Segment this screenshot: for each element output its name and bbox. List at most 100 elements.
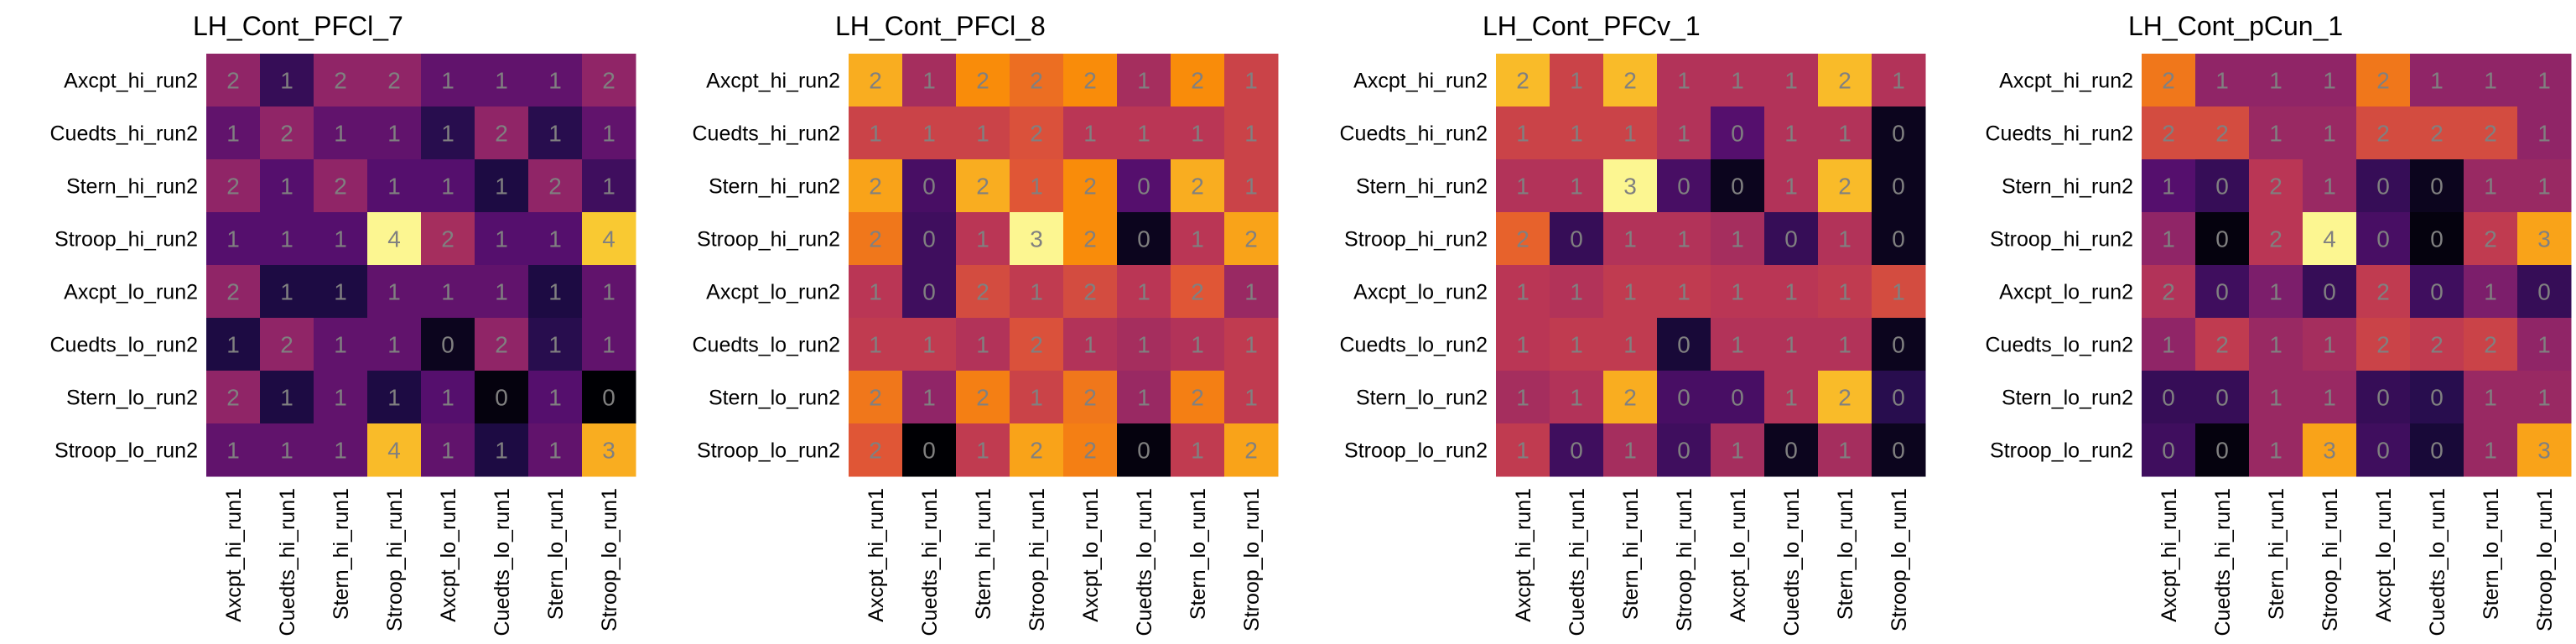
col-tick-label: Cuedts_hi_run1	[1566, 488, 1589, 636]
heatmap-cell	[582, 212, 636, 266]
heatmap-cell	[1603, 265, 1658, 319]
heatmap-cell	[1818, 159, 1872, 213]
heatmap-cell	[367, 318, 422, 371]
cell-value-label: 1	[1677, 279, 1690, 305]
cell-value-label: 0	[1137, 174, 1150, 200]
col-tick-label: Axcpt_lo_run1	[1079, 488, 1103, 622]
heatmap-cell	[2303, 265, 2357, 319]
heatmap-cell	[1657, 106, 1711, 160]
cell-value-label: 1	[1570, 68, 1583, 94]
heatmap-cell	[1010, 265, 1064, 319]
cell-value-label: 0	[2376, 226, 2390, 252]
heatmap-cell	[2410, 54, 2464, 107]
heatmap-cell	[1550, 159, 1604, 213]
row-tick-label: Cuedts_lo_run2	[1985, 334, 2133, 357]
heatmap-cell	[475, 159, 529, 213]
heatmap-cell	[2517, 318, 2572, 371]
cell-value-label: 0	[1892, 121, 1905, 147]
row-tick-label: Axcpt_lo_run2	[1999, 281, 2133, 304]
cell-value-label: 2	[1083, 68, 1097, 94]
heatmap-cell	[1010, 423, 1064, 477]
heatmap-cell	[2464, 318, 2518, 371]
col-tick-label: Axcpt_hi_run1	[2158, 488, 2181, 622]
heatmap-cell	[1711, 265, 1765, 319]
row-tick-label: Stroop_hi_run2	[697, 228, 840, 252]
heatmap-cell	[2410, 318, 2464, 371]
heatmap-cell	[849, 54, 903, 107]
heatmap-cell	[902, 265, 957, 319]
cell-value-label: 1	[334, 279, 347, 305]
cell-value-label: 0	[2323, 279, 2336, 305]
cell-value-label: 1	[1516, 174, 1530, 200]
heatmap-cell	[421, 265, 475, 319]
heatmap-cell	[2142, 423, 2196, 477]
heatmap-cell	[1117, 318, 1171, 371]
cell-value-label: 2	[1191, 68, 1204, 94]
cell-value-label: 0	[441, 332, 454, 358]
heatmap-cell	[528, 159, 583, 213]
cell-value-label: 2	[2430, 332, 2444, 358]
heatmap-cell	[849, 106, 903, 160]
heatmap-cell	[2249, 265, 2303, 319]
cell-value-label: 1	[2269, 121, 2283, 147]
cell-value-label: 1	[2269, 332, 2283, 358]
cell-value-label: 0	[1892, 332, 1905, 358]
cell-value-label: 0	[1570, 226, 1583, 252]
cell-value-label: 2	[495, 121, 508, 147]
heatmap-cell	[2517, 265, 2572, 319]
cell-value-label: 1	[976, 438, 989, 464]
cell-value-label: 1	[1623, 438, 1637, 464]
heatmap-cell	[1224, 212, 1279, 266]
cell-value-label: 1	[922, 121, 936, 147]
heatmap-cell	[314, 54, 368, 107]
cell-value-label: 1	[334, 385, 347, 411]
heatmap-cell	[475, 423, 529, 477]
heatmap-cell	[956, 106, 1010, 160]
cell-value-label: 1	[1623, 279, 1637, 305]
heatmap-cell	[314, 265, 368, 319]
col-tick-label: Stroop_lo_run1	[2533, 488, 2557, 631]
cell-value-label: 1	[2323, 385, 2336, 411]
cell-value-label: 1	[548, 332, 562, 358]
heatmap-cell	[2517, 212, 2572, 266]
cell-value-label: 2	[2162, 279, 2175, 305]
cell-value-label: 2	[1623, 68, 1637, 94]
heatmap-cell	[2464, 54, 2518, 107]
cell-value-label: 0	[2430, 438, 2444, 464]
row-tick-label: Cuedts_lo_run2	[1339, 334, 1488, 357]
col-tick-label: Stern_hi_run1	[330, 488, 353, 620]
heatmap-cell	[1872, 318, 1926, 371]
heatmap-cell	[956, 371, 1010, 424]
heatmap-cell	[2303, 54, 2357, 107]
cell-value-label: 1	[1731, 332, 1744, 358]
heatmap-cell	[1818, 423, 1872, 477]
heatmap-cell	[1657, 54, 1711, 107]
heatmap-cell	[849, 212, 903, 266]
row-tick-label: Stern_lo_run2	[66, 387, 198, 410]
heatmap-cell	[1603, 54, 1658, 107]
cell-value-label: 1	[602, 121, 615, 147]
cell-value-label: 4	[387, 226, 401, 252]
heatmap-cell	[956, 212, 1010, 266]
cell-value-label: 1	[2484, 174, 2497, 200]
cell-value-label: 1	[1244, 332, 1258, 358]
heatmap-cell	[849, 318, 903, 371]
heatmap-cell	[2142, 265, 2196, 319]
cell-value-label: 0	[1137, 226, 1150, 252]
heatmap-cell	[1872, 423, 1926, 477]
cell-value-label: 1	[1570, 174, 1583, 200]
heatmap-cell	[2142, 212, 2196, 266]
cell-value-label: 4	[2323, 226, 2336, 252]
heatmap-cell	[2195, 54, 2250, 107]
cell-value-label: 1	[1784, 68, 1798, 94]
cell-value-label: 1	[1838, 438, 1852, 464]
cell-value-label: 1	[1137, 385, 1150, 411]
heatmap-cell	[1764, 423, 1819, 477]
cell-value-label: 1	[1137, 279, 1150, 305]
heatmap-cell	[367, 371, 422, 424]
heatmap-cell	[2195, 159, 2250, 213]
heatmap-cell	[1872, 106, 1926, 160]
cell-value-label: 1	[602, 174, 615, 200]
cell-value-label: 1	[334, 226, 347, 252]
heatmap-cell	[260, 318, 314, 371]
